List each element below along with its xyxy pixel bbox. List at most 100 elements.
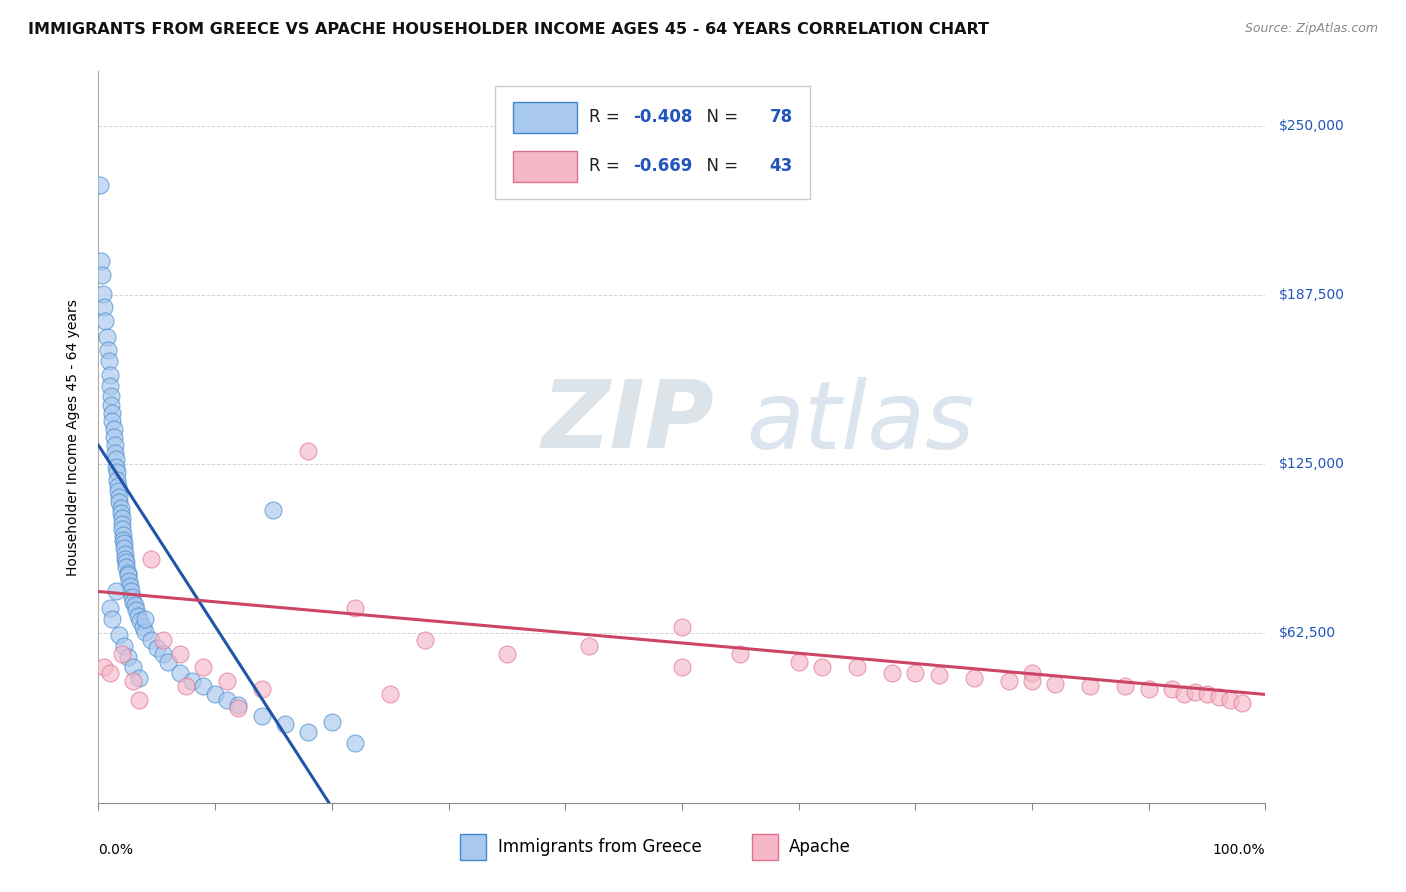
Point: [297, 443, 319, 458]
Point: [112, 541, 135, 556]
Point: [274, 717, 297, 731]
Text: IMMIGRANTS FROM GREECE VS APACHE HOUSEHOLDER INCOME AGES 45 - 64 YEARS CORRELATI: IMMIGRANTS FROM GREECE VS APACHE HOUSEHO…: [28, 22, 988, 37]
Point: [787, 655, 810, 669]
Point: [962, 671, 984, 685]
Point: [110, 506, 132, 520]
Point: [103, 422, 125, 436]
Point: [104, 438, 127, 452]
Point: [108, 490, 131, 504]
Point: [104, 446, 127, 460]
Point: [103, 430, 125, 444]
Point: [100, 389, 122, 403]
Point: [114, 552, 136, 566]
Text: ZIP: ZIP: [541, 376, 714, 468]
Point: [1021, 673, 1043, 688]
Point: [228, 698, 250, 713]
Point: [129, 615, 152, 629]
Point: [1173, 688, 1195, 702]
Point: [134, 611, 156, 625]
Point: [96, 330, 118, 344]
Bar: [752, 833, 778, 860]
Point: [1114, 679, 1136, 693]
Point: [120, 584, 142, 599]
Point: [578, 639, 600, 653]
Point: [115, 560, 138, 574]
Point: [101, 611, 124, 625]
Text: $125,000: $125,000: [1279, 458, 1346, 471]
Bar: [513, 151, 576, 182]
Text: N =: N =: [696, 158, 744, 176]
Point: [101, 414, 124, 428]
Text: $250,000: $250,000: [1279, 119, 1346, 133]
Text: Immigrants from Greece: Immigrants from Greece: [498, 838, 702, 855]
Point: [108, 495, 131, 509]
Point: [104, 459, 127, 474]
Point: [111, 511, 134, 525]
Text: -0.408: -0.408: [633, 109, 692, 127]
Point: [114, 547, 136, 561]
Text: $187,500: $187,500: [1279, 288, 1346, 301]
Point: [128, 671, 150, 685]
Bar: [513, 102, 576, 133]
Point: [1137, 681, 1160, 696]
Point: [115, 555, 138, 569]
Point: [105, 465, 128, 479]
Point: [250, 709, 273, 723]
Point: [112, 535, 135, 549]
Point: [811, 660, 834, 674]
Point: [98, 368, 121, 382]
Point: [104, 451, 127, 466]
Point: [134, 625, 156, 640]
Point: [846, 660, 869, 674]
Point: [193, 679, 215, 693]
Text: -0.669: -0.669: [633, 158, 692, 176]
Text: N =: N =: [696, 109, 744, 127]
Point: [117, 568, 139, 582]
Point: [297, 725, 319, 739]
Point: [1184, 684, 1206, 698]
Point: [98, 378, 121, 392]
Point: [180, 673, 202, 688]
Point: [193, 660, 215, 674]
Point: [132, 620, 155, 634]
Point: [100, 398, 122, 412]
Point: [671, 660, 693, 674]
Point: [128, 693, 150, 707]
Point: [344, 736, 367, 750]
Point: [125, 603, 148, 617]
Point: [110, 500, 132, 515]
Point: [117, 566, 139, 580]
Point: [107, 479, 129, 493]
Point: [321, 714, 343, 729]
Point: [174, 679, 197, 693]
Point: [112, 639, 135, 653]
Point: [97, 354, 120, 368]
Point: [997, 673, 1019, 688]
Point: [204, 688, 226, 702]
Text: Apache: Apache: [789, 838, 851, 855]
Point: [111, 647, 134, 661]
Point: [107, 484, 129, 499]
Point: [1021, 665, 1043, 680]
Point: [93, 300, 115, 314]
Point: [111, 522, 134, 536]
Point: [118, 574, 141, 588]
Text: atlas: atlas: [747, 377, 974, 468]
Point: [98, 665, 121, 680]
Point: [104, 584, 127, 599]
Point: [380, 688, 402, 702]
Point: [111, 516, 134, 531]
Point: [152, 647, 174, 661]
Point: [108, 628, 131, 642]
Point: [127, 608, 149, 623]
Point: [97, 343, 120, 358]
Point: [169, 665, 191, 680]
Point: [90, 254, 112, 268]
Point: [118, 579, 141, 593]
FancyBboxPatch shape: [495, 86, 810, 200]
Point: [928, 668, 950, 682]
Point: [1219, 693, 1241, 707]
Point: [157, 655, 180, 669]
Point: [98, 600, 121, 615]
Text: 100.0%: 100.0%: [1213, 843, 1265, 857]
